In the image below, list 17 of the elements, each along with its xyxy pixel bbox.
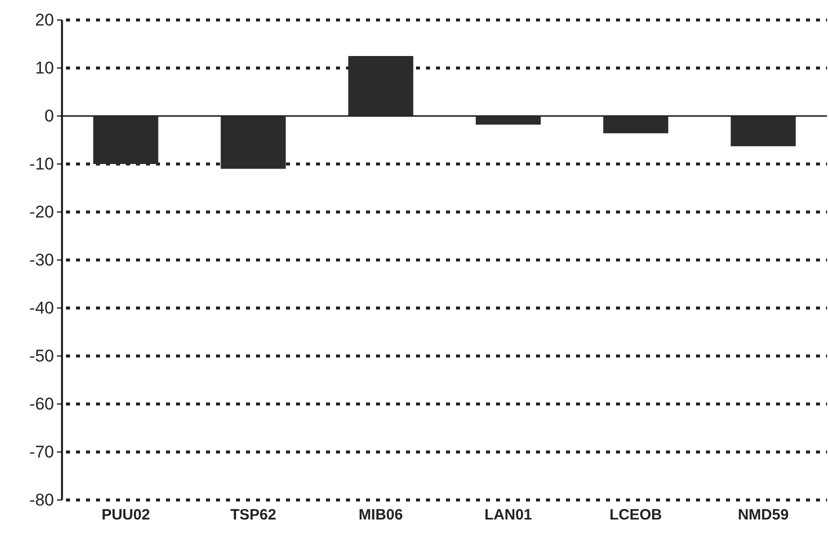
y-tick-label: -50 [29,346,54,366]
y-tick-label: -40 [29,298,54,318]
x-tick-label: TSP62 [230,506,276,524]
y-tick-label: -80 [29,490,54,510]
y-tick-label: -10 [29,154,54,174]
y-tick-label: -60 [29,394,54,414]
x-tick-label: NMD59 [738,506,789,524]
x-tick-label: LCEOB [610,506,662,524]
y-tick-label: -70 [29,442,54,462]
y-tick-label: 10 [35,58,54,78]
y-tick-label: -30 [29,250,54,270]
y-tick-label: 20 [35,10,54,30]
y-tick-label: -20 [29,202,54,222]
x-tick-label: PUU02 [102,506,150,524]
x-tick-label: MIB06 [358,506,403,524]
x-tick-label: LAN01 [484,506,532,524]
y-tick-label: 0 [44,106,54,126]
